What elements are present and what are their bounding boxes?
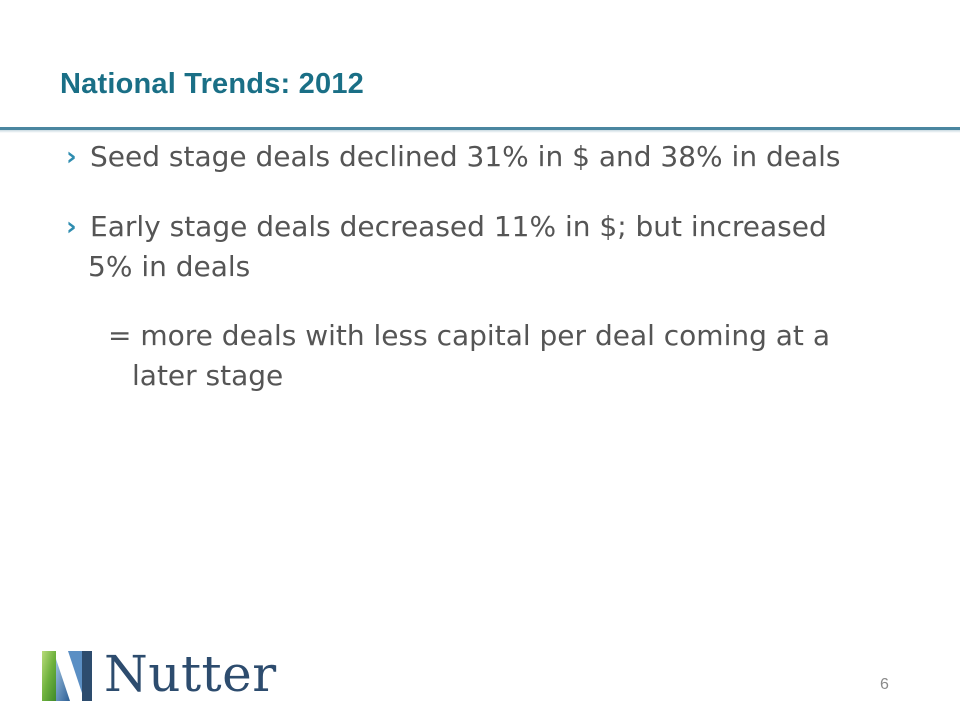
sub-point-line: = more deals with less capital per deal … [108,319,830,352]
bullet-chevron-icon: › [66,142,77,172]
bullet-line: 5% in deals [88,250,251,283]
sub-point-line: later stage [132,359,284,392]
title-divider [0,127,960,130]
bullet-line: Seed stage deals declined 31% in $ and 3… [90,140,841,173]
nutter-logo-mark-icon [42,651,92,701]
slide-title: National Trends: 2012 [60,68,364,100]
bullet-line: Early stage deals decreased 11% in $; bu… [90,210,827,243]
sub-point: = more deals with less capital per deal … [108,316,908,396]
bullet-item: › Seed stage deals declined 31% in $ and… [66,137,886,177]
logo-wordmark: Nutter [104,645,277,703]
nutter-logo: Nutter [42,645,282,703]
title-divider-shadow [0,130,960,133]
bullet-text: Seed stage deals declined 31% in $ and 3… [66,137,886,177]
bullet-text: Early stage deals decreased 11% in $; bu… [66,207,886,287]
page-number: 6 [880,676,889,693]
bullet-chevron-icon: › [66,212,77,242]
bullet-item: › Early stage deals decreased 11% in $; … [66,207,886,287]
